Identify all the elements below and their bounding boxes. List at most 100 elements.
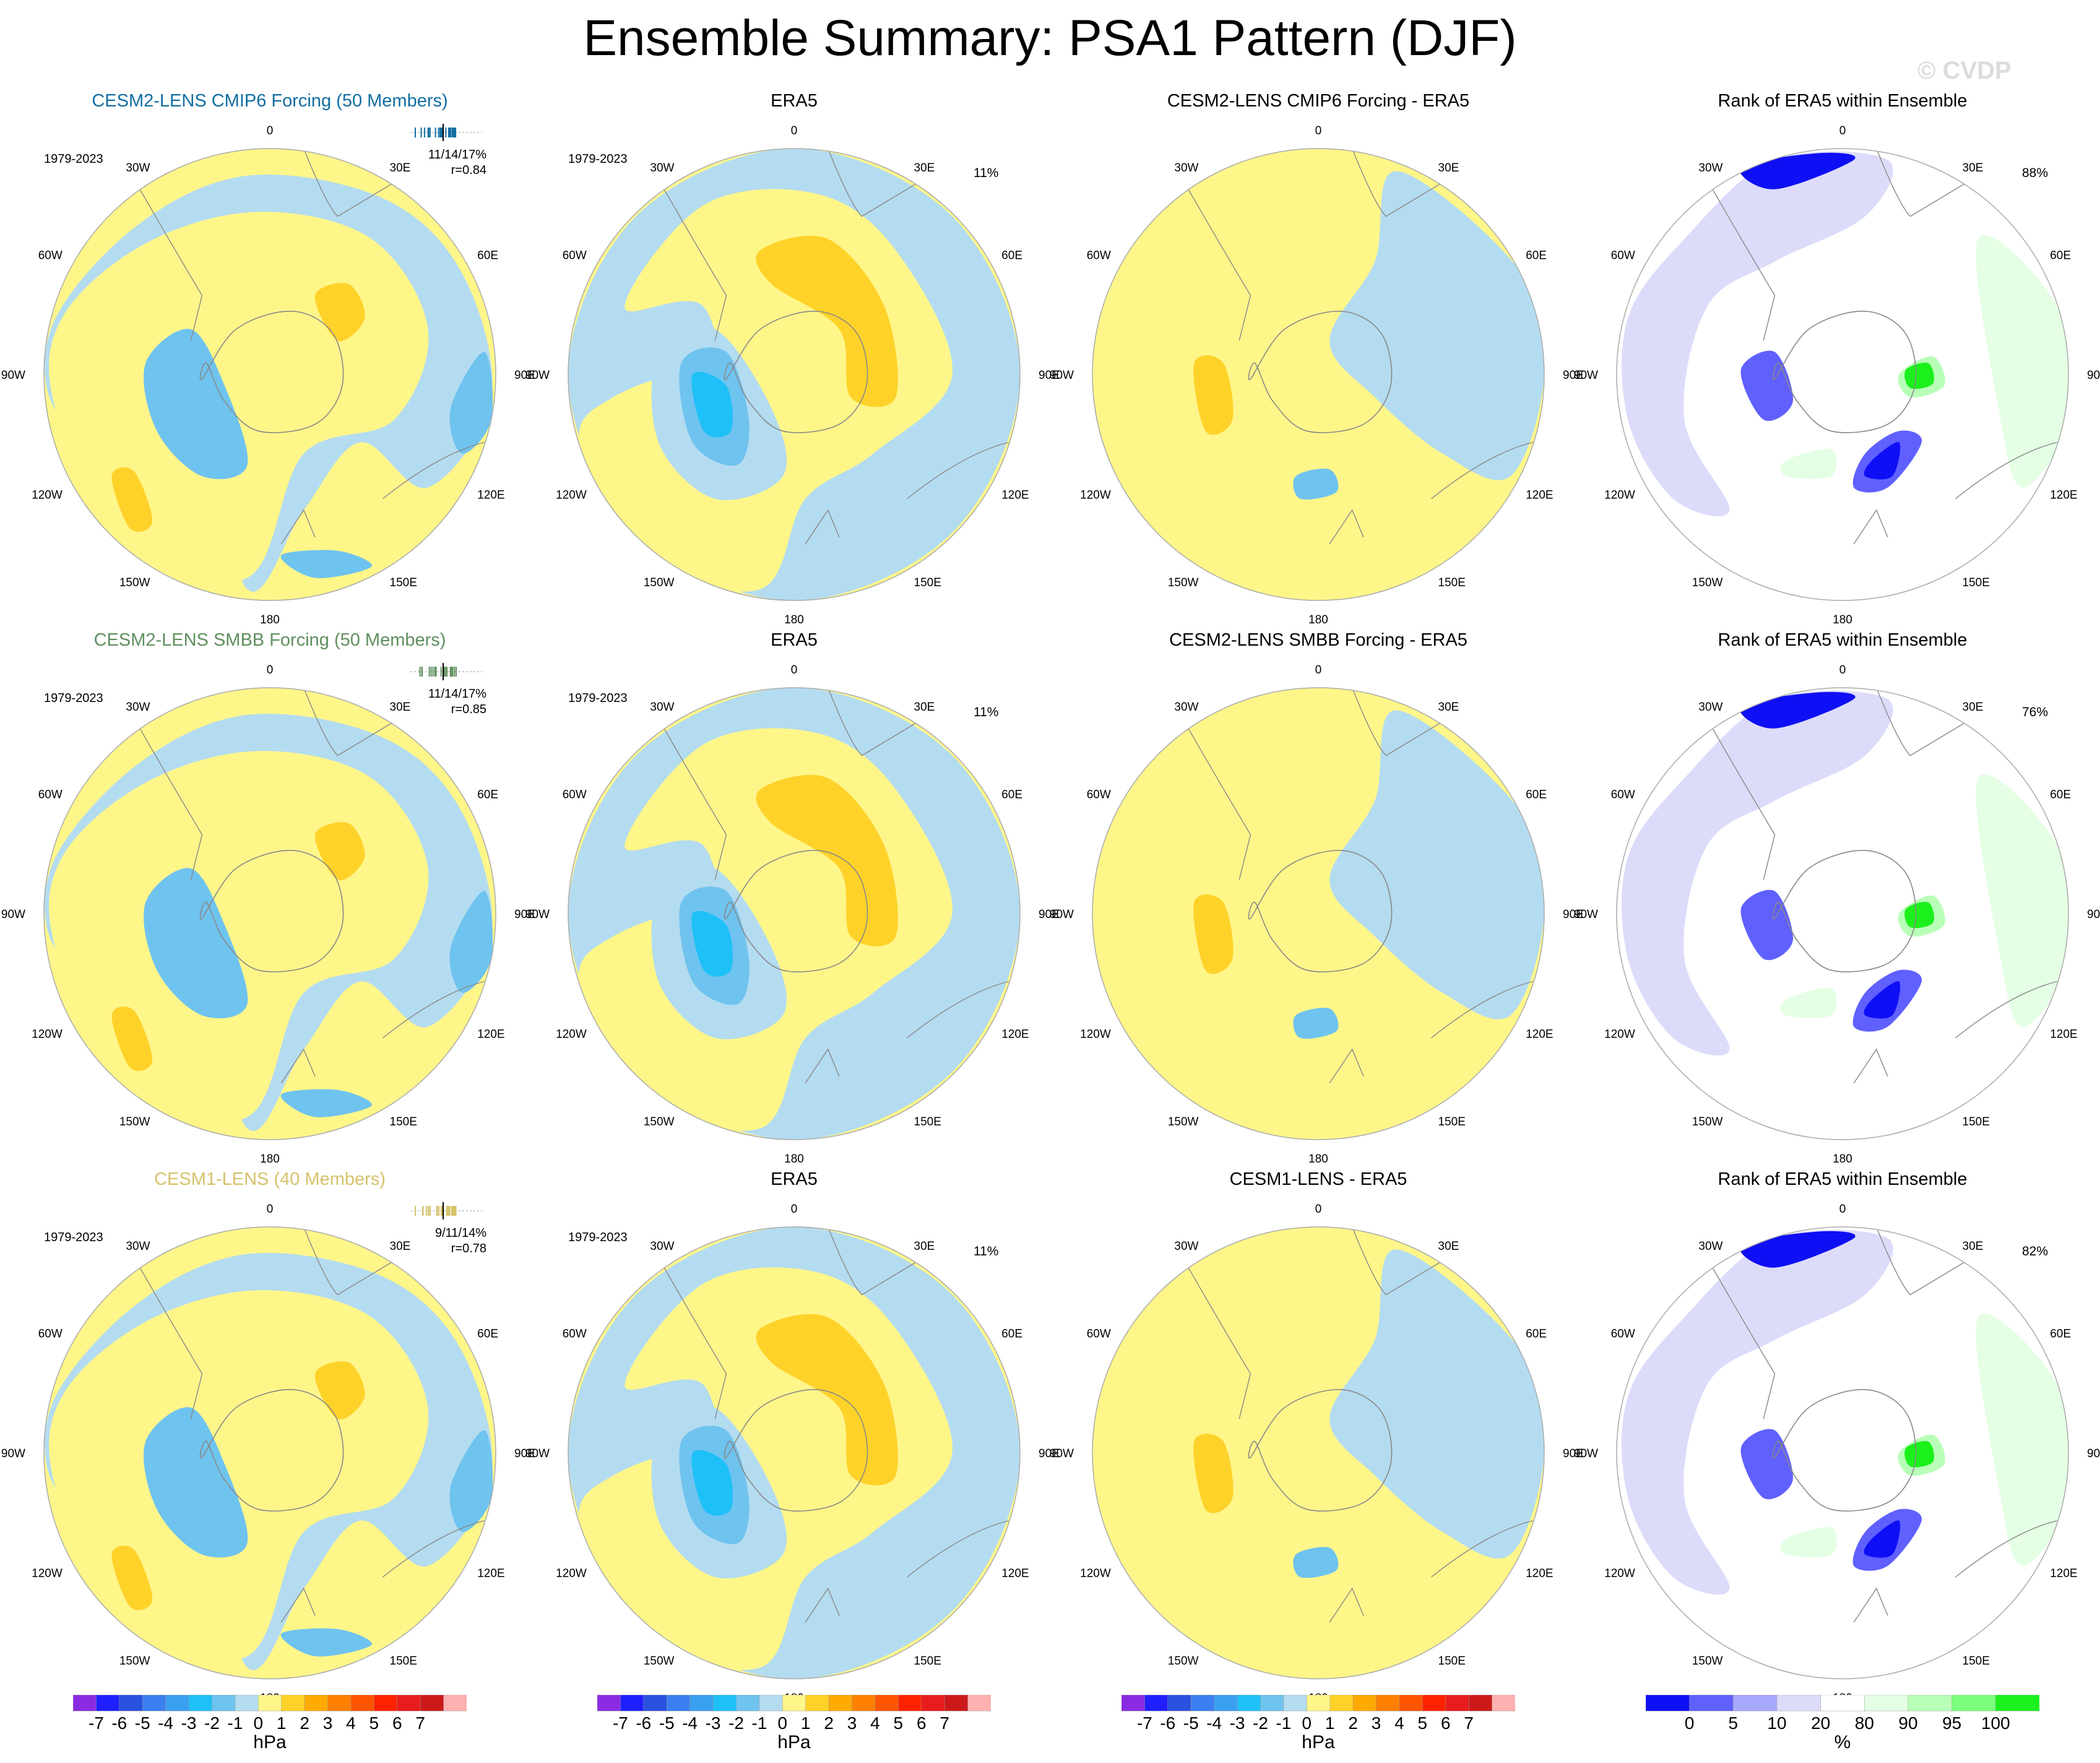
antarctica-coastline: [1248, 849, 1393, 972]
hpa-colorbar-1-swatch: [73, 1695, 97, 1712]
longitude-label: 90W: [1, 369, 25, 382]
longitude-label: 180: [784, 613, 804, 626]
hpa-colorbar-3-tick: 0: [1302, 1713, 1312, 1733]
longitude-label: 30E: [1963, 701, 1984, 714]
rank-colorbar-tick: 5: [1728, 1713, 1739, 1733]
diff-contour-region: [1092, 1227, 1433, 1669]
diff-contour-region: [1329, 1249, 1544, 1559]
longitude-label: 120E: [1526, 1567, 1553, 1580]
diff-map-2: 0 30E 60E 90E 120E 150E 180 150W 120W 90W 60W 30W: [1050, 664, 1584, 1166]
longitude-label: 60E: [1526, 249, 1547, 262]
longitude-label: 150W: [1692, 1655, 1723, 1668]
longitude-label: 0: [267, 664, 274, 677]
era5-years-1: 1979-2023: [568, 152, 628, 166]
longitude-label: 30E: [914, 162, 935, 175]
ensemble-r-3: r=0.78: [451, 1242, 486, 1255]
ens-contour-region: [449, 891, 493, 994]
longitude-label: 120W: [32, 489, 63, 502]
longitude-label: 120W: [1604, 489, 1635, 502]
antarctica-coastline: [1772, 1388, 1917, 1512]
hpa-colorbar-1-swatch: [443, 1695, 467, 1712]
hpa-colorbar-1-tick: 6: [392, 1713, 402, 1733]
longitude-label: 60W: [38, 249, 63, 262]
hpa-colorbar-2-tick: 7: [940, 1713, 949, 1733]
longitude-label: 120W: [556, 489, 587, 502]
longitude-label: 30W: [1698, 1240, 1722, 1253]
longitude-label: 90E: [2087, 369, 2100, 382]
ensemble-r-2: r=0.85: [451, 703, 486, 716]
longitude-label: 90W: [1574, 908, 1598, 921]
longitude-label: 120W: [1080, 489, 1111, 502]
rank-colorbar: [1646, 1695, 2039, 1712]
rank-contour-region: [1780, 448, 1837, 479]
longitude-label: 150E: [1438, 576, 1466, 589]
hpa-colorbar-2-tick: -6: [636, 1713, 652, 1733]
rank-contour-region: [1976, 1313, 2068, 1566]
hpa-colorbar-1-tick: 0: [253, 1713, 264, 1733]
longitude-label: 150W: [1692, 1115, 1723, 1128]
hpa-colorbar-1-tick: -4: [158, 1713, 174, 1733]
longitude-label: 150E: [1438, 1655, 1466, 1668]
hpa-colorbar-2-tick: -2: [728, 1713, 744, 1733]
hpa-colorbar-3-swatch: [1445, 1695, 1469, 1712]
era5-years-3: 1979-2023: [568, 1231, 628, 1244]
hpa-colorbar-2-unit: hPa: [777, 1732, 811, 1752]
longitude-label: 120E: [1526, 489, 1553, 502]
longitude-label: 60E: [1001, 1328, 1022, 1341]
hpa-colorbar-2-swatch: [689, 1695, 714, 1712]
era5-pct-3: 11%: [974, 1244, 999, 1258]
longitude-label: 150E: [390, 576, 417, 589]
antarctica-coastline: [199, 310, 344, 433]
longitude-label: 0: [1315, 124, 1322, 137]
hpa-colorbar-1-swatch: [119, 1695, 143, 1712]
rank-colorbar-tick: 90: [1898, 1713, 1918, 1733]
longitude-label: 90W: [1050, 369, 1074, 382]
longitude-label: 120W: [1604, 1567, 1635, 1580]
ens-contour-region: [144, 1407, 248, 1557]
ensemble-title-1: CESM2-LENS CMIP6 Forcing (50 Members): [92, 91, 448, 111]
hpa-colorbar-1-tick: 5: [369, 1713, 379, 1733]
africa-coastline: [1876, 688, 1968, 756]
longitude-label: 60E: [477, 1328, 498, 1341]
longitude-label: 60W: [563, 249, 587, 262]
rank-pct-3: 82%: [2022, 1244, 2049, 1258]
longitude-label: 60E: [477, 789, 498, 802]
hpa-colorbar-3-swatch: [1283, 1695, 1308, 1712]
longitude-label: 150E: [1438, 1115, 1466, 1128]
longitude-label: 30E: [1438, 1240, 1459, 1253]
ens-contour-region: [144, 329, 248, 480]
longitude-label: 30E: [390, 162, 411, 175]
africa-coastline: [1876, 149, 1968, 217]
rank-contour-region: [1976, 774, 2068, 1027]
longitude-label: 90W: [1, 908, 25, 921]
rank-colorbar-swatch: [1733, 1695, 1778, 1712]
longitude-label: 90W: [525, 1447, 550, 1460]
map-boundary: [1092, 687, 1545, 1140]
map-boundary: [1092, 148, 1545, 601]
rank-pct-1: 88%: [2022, 166, 2049, 180]
longitude-label: 0: [791, 664, 798, 677]
rank-colorbar-tick: 100: [1981, 1713, 2010, 1733]
hpa-colorbar-1-tick: -6: [111, 1713, 127, 1733]
hpa-colorbar-1-swatch: [142, 1695, 166, 1712]
hpa-colorbar-3-unit: hPa: [1302, 1732, 1335, 1752]
longitude-label: 120E: [2050, 1028, 2077, 1041]
longitude-label: 90E: [514, 1447, 535, 1460]
era5-years-2: 1979-2023: [568, 691, 628, 705]
hpa-colorbar-1-swatch: [96, 1695, 120, 1712]
longitude-label: 90E: [1563, 1447, 1584, 1460]
longitude-label: 0: [791, 124, 798, 137]
longitude-label: 0: [267, 124, 274, 137]
hpa-colorbar-1-swatch: [165, 1695, 189, 1712]
longitude-label: 150E: [1963, 576, 1990, 589]
australia-nz-coastline: [1329, 441, 1533, 545]
rank-contour-region: [1739, 691, 1856, 729]
rank-contour-region: [1739, 152, 1856, 189]
diff-contour-region: [1092, 688, 1433, 1130]
ens-contour-region: [280, 1089, 372, 1117]
longitude-label: 150E: [390, 1655, 417, 1668]
rank-colorbar-swatch: [1776, 1695, 1821, 1712]
ensemble-rug-plot: [410, 1202, 482, 1219]
